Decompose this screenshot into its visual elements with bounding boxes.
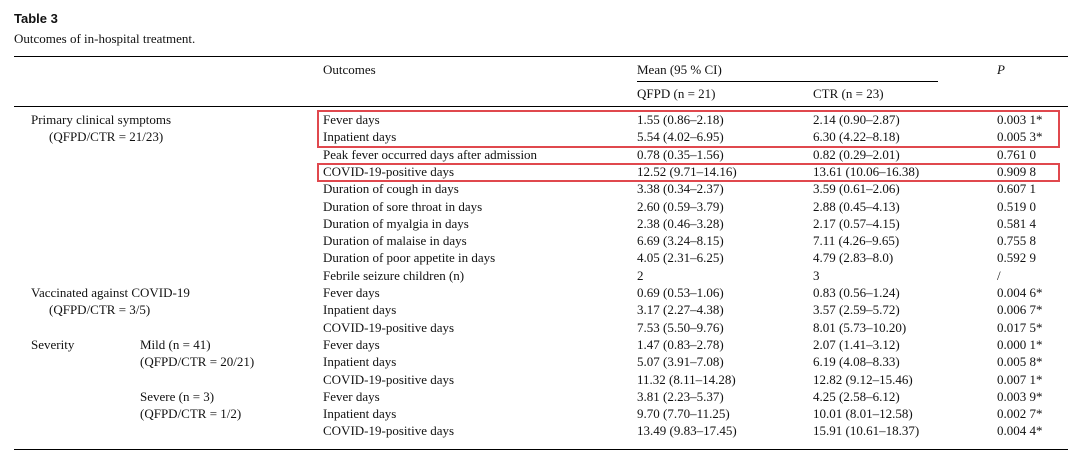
cell-sub: Mild (n = 41)	[140, 336, 211, 352]
cell-outcome: Duration of myalgia in days	[323, 215, 469, 231]
cell-qfpd: 12.52 (9.71–14.16)	[637, 163, 737, 179]
cell-p: 0.592 9	[997, 250, 1036, 266]
cell-group: (QFPD/CTR = 3/5)	[49, 302, 151, 318]
cell-qfpd: 11.32 (8.11–14.28)	[637, 371, 736, 387]
cell-outcome: Duration of cough in days	[323, 181, 459, 197]
cell-ctr: 6.19 (4.08–8.33)	[813, 354, 900, 370]
cell-qfpd: 3.38 (0.34–2.37)	[637, 181, 724, 197]
cell-outcome: COVID-19-positive days	[323, 163, 455, 179]
header-bottom-rule	[14, 106, 1068, 107]
cell-qfpd: 7.53 (5.50–9.76)	[637, 319, 724, 335]
cell-group: Vaccinated against COVID-19	[31, 285, 190, 300]
cell-outcome: Inpatient days	[323, 129, 397, 145]
cell-p: 0.005 3*	[997, 129, 1043, 145]
cell-p: 0.005 8*	[997, 354, 1043, 370]
cell-p: 0.007 1*	[997, 371, 1043, 387]
col-header: Mean (95 % CI)	[637, 62, 722, 77]
col-header: P	[997, 62, 1005, 77]
cell-qfpd: 5.54 (4.02–6.95)	[637, 129, 724, 145]
cell-outcome: Peak fever occurred days after admission	[323, 146, 538, 162]
cell-qfpd: 2	[637, 267, 644, 283]
cell-ctr: 0.82 (0.29–2.01)	[813, 146, 900, 162]
cell-group: (QFPD/CTR = 21/23)	[49, 129, 164, 145]
cell-sub: Severe (n = 3)	[140, 388, 215, 404]
highlight-box	[317, 163, 1060, 182]
cell-ctr: 3.57 (2.59–5.72)	[813, 302, 900, 318]
cell-p: 0.004 4*	[997, 423, 1043, 439]
cell-p: 0.000 1*	[997, 336, 1043, 352]
cell-p: /	[997, 267, 1001, 283]
cell-p: 0.519 0	[997, 198, 1036, 214]
cell-ctr: 2.17 (0.57–4.15)	[813, 215, 900, 231]
cell-qfpd: 1.55 (0.86–2.18)	[637, 112, 724, 127]
cell-outcome: Fever days	[323, 112, 380, 127]
cell-ctr: 3.59 (0.61–2.06)	[813, 181, 900, 197]
cell-qfpd: 0.78 (0.35–1.56)	[637, 146, 724, 162]
cell-p: 0.017 5*	[997, 319, 1043, 335]
cell-p: 0.006 7*	[997, 302, 1043, 318]
cell-ctr: 3	[813, 267, 820, 283]
cell-ctr: 12.82 (9.12–15.46)	[813, 371, 913, 387]
cell-outcome: Fever days	[323, 285, 380, 300]
col-header: Outcomes	[323, 62, 376, 77]
cell-qfpd: 5.07 (3.91–7.08)	[637, 354, 724, 370]
cell-p: 0.003 1*	[997, 112, 1043, 127]
cell-outcome: Fever days	[323, 336, 380, 352]
cell-p: 0.909 8	[997, 163, 1036, 179]
cell-qfpd: 9.70 (7.70–11.25)	[637, 406, 730, 422]
cell-ctr: 7.11 (4.26–9.65)	[813, 233, 900, 249]
cell-outcome: Inpatient days	[323, 406, 397, 422]
cell-qfpd: 3.17 (2.27–4.38)	[637, 302, 724, 318]
cell-qfpd: 3.81 (2.23–5.37)	[637, 388, 724, 404]
cell-ctr: 4.79 (2.83–8.0)	[813, 250, 894, 266]
col-header: QFPD (n = 21)	[637, 86, 716, 101]
cell-group: Primary clinical symptoms	[31, 112, 172, 127]
cell-p: 0.607 1	[997, 181, 1036, 197]
col-header: CTR (n = 23)	[813, 86, 884, 101]
cell-outcome: Inpatient days	[323, 354, 397, 370]
cell-outcome: Fever days	[323, 388, 380, 404]
cell-p: 0.581 4	[997, 215, 1036, 231]
cell-outcome: Febrile seizure children (n)	[323, 267, 465, 283]
top-rule	[14, 56, 1068, 57]
table-label: Table 3	[14, 11, 58, 26]
cell-outcome: Inpatient days	[323, 302, 397, 318]
cell-ctr: 4.25 (2.58–6.12)	[813, 388, 900, 404]
cell-sub: (QFPD/CTR = 1/2)	[140, 406, 242, 422]
cell-ctr: 8.01 (5.73–10.20)	[813, 319, 907, 335]
cell-ctr: 0.83 (0.56–1.24)	[813, 285, 900, 300]
cell-ctr: 13.61 (10.06–16.38)	[813, 163, 920, 179]
highlight-box	[317, 110, 1060, 148]
cell-ctr: 2.14 (0.90–2.87)	[813, 112, 900, 127]
cell-p: 0.002 7*	[997, 406, 1043, 422]
cell-p: 0.755 8	[997, 233, 1036, 249]
cell-outcome: COVID-19-positive days	[323, 319, 455, 335]
cell-ctr: 6.30 (4.22–8.18)	[813, 129, 900, 145]
cell-ctr: 2.07 (1.41–3.12)	[813, 336, 900, 352]
cell-qfpd: 6.69 (3.24–8.15)	[637, 233, 724, 249]
cell-qfpd: 1.47 (0.83–2.78)	[637, 336, 724, 352]
cell-p: 0.761 0	[997, 146, 1036, 162]
cell-sub: (QFPD/CTR = 20/21)	[140, 354, 255, 370]
cell-qfpd: 2.60 (0.59–3.79)	[637, 198, 724, 214]
cell-qfpd: 13.49 (9.83–17.45)	[637, 423, 737, 439]
cell-outcome: Duration of malaise in days	[323, 233, 467, 249]
cell-ctr: 2.88 (0.45–4.13)	[813, 198, 900, 214]
cell-ctr: 10.01 (8.01–12.58)	[813, 406, 913, 422]
cell-qfpd: 0.69 (0.53–1.06)	[637, 285, 724, 300]
cell-qfpd: 2.38 (0.46–3.28)	[637, 215, 724, 231]
cell-p: 0.004 6*	[997, 285, 1043, 300]
cell-outcome: COVID-19-positive days	[323, 423, 455, 439]
cell-p: 0.003 9*	[997, 388, 1043, 404]
cell-ctr: 15.91 (10.61–18.37)	[813, 423, 920, 439]
cell-outcome: COVID-19-positive days	[323, 371, 455, 387]
cell-qfpd: 4.05 (2.31–6.25)	[637, 250, 724, 266]
cell-group: Severity	[31, 336, 75, 352]
bottom-rule	[14, 449, 1068, 450]
cell-outcome: Duration of poor appetite in days	[323, 250, 496, 266]
cell-outcome: Duration of sore throat in days	[323, 198, 483, 214]
table-caption: Outcomes of in-hospital treatment.	[14, 31, 196, 46]
header-rule	[637, 81, 938, 82]
